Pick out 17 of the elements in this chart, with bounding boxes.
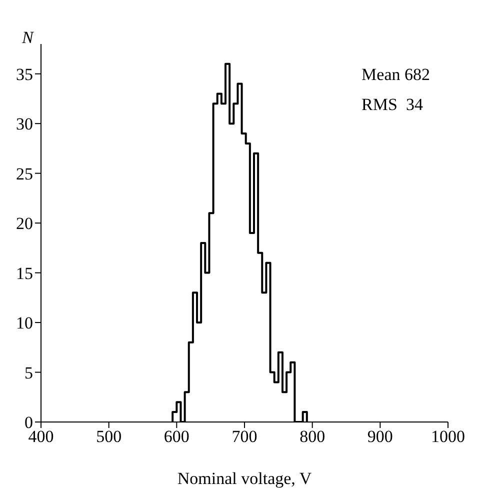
- y-tick-label: 30: [16, 114, 33, 134]
- x-tick-label: 800: [300, 427, 326, 446]
- y-tick-label: 20: [16, 214, 33, 234]
- y-axis-title: N: [22, 28, 34, 48]
- y-tick-label: 35: [16, 64, 33, 84]
- annotation: Mean 682: [362, 64, 430, 86]
- x-tick-label: 900: [367, 427, 393, 446]
- annotation: RMS 34: [362, 94, 424, 116]
- x-tick-label: 500: [96, 427, 122, 446]
- y-tick-label: 25: [16, 164, 33, 184]
- x-tick-label: 1000: [431, 427, 465, 446]
- x-tick-label: 600: [164, 427, 190, 446]
- y-tick-label: 15: [16, 264, 33, 283]
- y-tick-label: 10: [16, 314, 33, 333]
- x-tick-label: 700: [232, 427, 258, 446]
- y-tick-label: 5: [24, 363, 33, 382]
- x-axis-title: Nominal voltage, V: [177, 469, 312, 488]
